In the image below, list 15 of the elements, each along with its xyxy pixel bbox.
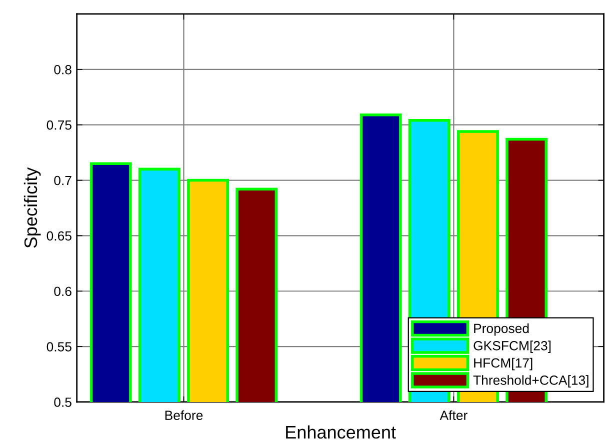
y-tick-label: 0.5 [54, 398, 72, 407]
y-tick-label: 0.75 [46, 120, 72, 130]
x-tick-label: After [440, 410, 468, 420]
y-tick-label: 0.7 [54, 176, 72, 186]
y-tick-label: 0.65 [46, 231, 72, 241]
y-tick-label: 0.8 [54, 64, 72, 74]
x-tick-label: Before [165, 410, 203, 420]
legend-label: HFCM[17] [474, 358, 532, 370]
legend-label: Threshold+CCA[13] [473, 375, 588, 388]
y-tick-label: 0.55 [46, 342, 72, 352]
y-tick-label: 0.6 [54, 286, 72, 296]
x-axis-title: Enhancement [286, 425, 396, 439]
legend-label: Proposed [474, 323, 529, 336]
legend-label: GKSFCM[23] [474, 340, 551, 353]
y-axis-title: Specificity [24, 167, 41, 248]
